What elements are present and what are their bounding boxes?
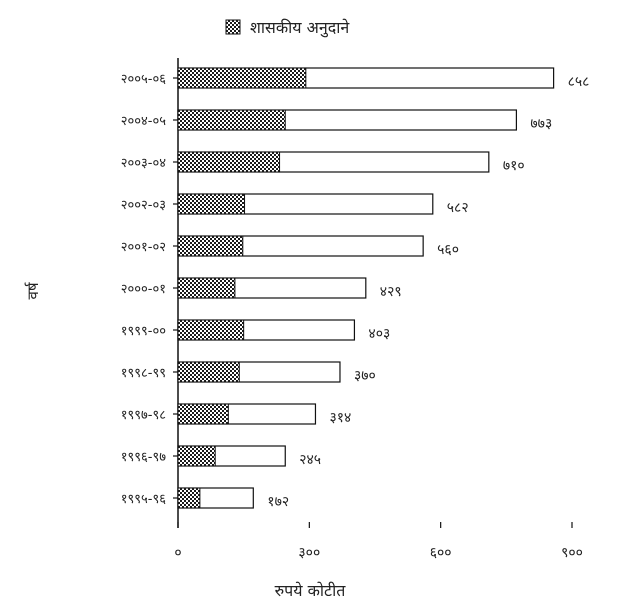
bar-grant bbox=[177, 109, 286, 131]
bar-grant bbox=[177, 319, 245, 341]
bar-grant bbox=[177, 361, 240, 383]
x-tick-label: ० bbox=[174, 545, 181, 561]
value-label: ७७३ bbox=[530, 116, 552, 132]
value-label: ५८२ bbox=[447, 200, 469, 216]
value-label: ३७० bbox=[354, 368, 376, 384]
legend-label: शासकीय अनुदाने bbox=[250, 18, 350, 38]
x-tick-label: ९०० bbox=[561, 545, 583, 561]
legend-swatch bbox=[225, 19, 241, 35]
x-tick-label: ३०० bbox=[298, 545, 320, 561]
bar-grant bbox=[177, 193, 246, 215]
bar-grant bbox=[177, 403, 229, 425]
value-label: १७२ bbox=[267, 494, 289, 510]
value-label: २४५ bbox=[299, 452, 321, 468]
category-label: १९९५-९६ bbox=[121, 492, 166, 507]
value-label: ४२९ bbox=[380, 284, 402, 300]
category-label: १९९९-०० bbox=[121, 324, 166, 339]
plot-area: १९९५-९६ १७२ १९९६-९७ २४५ १९९७-९८ ३१४ १९९८-९९ ३७०… bbox=[121, 58, 590, 561]
category-label: २०००-०१ bbox=[121, 282, 166, 297]
category-label: २००३-०४ bbox=[121, 156, 166, 171]
bar-grant bbox=[177, 277, 236, 299]
category-label: २००५-०६ bbox=[121, 72, 166, 87]
category-label: १९९६-९७ bbox=[121, 450, 166, 465]
value-label: ८५८ bbox=[568, 74, 590, 90]
category-label: २००२-०३ bbox=[121, 198, 166, 213]
bar-grant bbox=[177, 67, 307, 89]
bar-grant bbox=[177, 235, 244, 257]
value-label: ४०३ bbox=[368, 326, 390, 342]
bar-grant bbox=[177, 445, 216, 467]
bar-grant bbox=[177, 487, 201, 509]
value-label: ५६० bbox=[437, 242, 459, 258]
value-label: ३१४ bbox=[329, 410, 351, 426]
x-tick-label: ६०० bbox=[430, 545, 452, 561]
y-axis-title: वर्ष bbox=[24, 281, 42, 299]
category-label: २००१-०२ bbox=[121, 240, 166, 255]
category-label: १९९७-९८ bbox=[121, 408, 166, 423]
category-label: १९९८-९९ bbox=[121, 366, 166, 381]
x-axis-title: रुपये कोटीत bbox=[275, 581, 347, 600]
category-label: २००४-०५ bbox=[121, 114, 166, 129]
value-label: ७१० bbox=[503, 158, 525, 174]
legend: शासकीय अनुदाने bbox=[225, 18, 350, 38]
bar-grant bbox=[177, 151, 281, 173]
